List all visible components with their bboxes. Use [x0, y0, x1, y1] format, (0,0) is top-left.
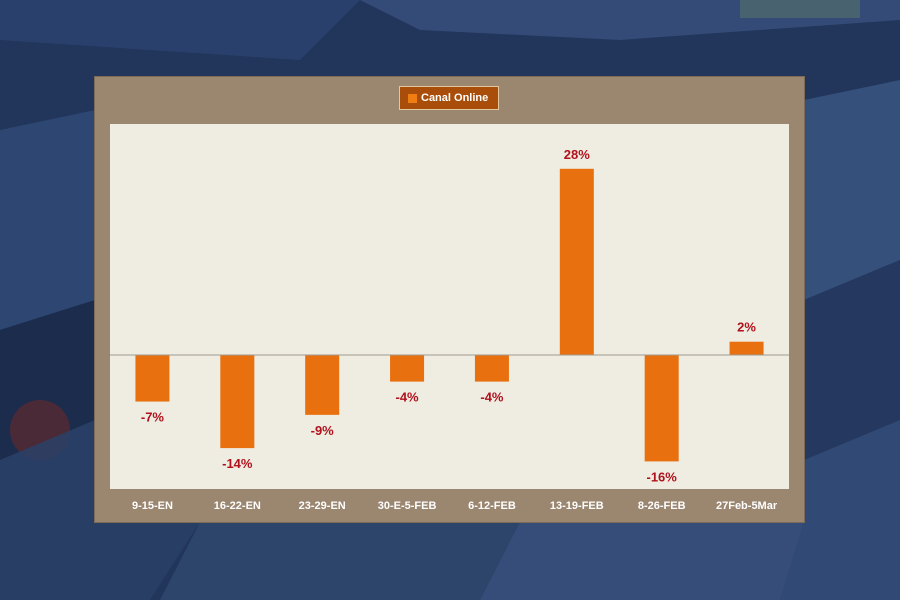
bar-30-e-5-feb — [390, 355, 425, 382]
bar-8-26-feb — [644, 355, 679, 462]
plot-area — [110, 124, 789, 489]
bar-27feb-5mar — [729, 341, 764, 355]
bar-9-15-en — [135, 355, 170, 402]
data-label: 2% — [737, 320, 756, 335]
x-tick-label: 13-19-FEB — [550, 500, 604, 512]
data-label: -16% — [647, 469, 678, 484]
x-tick-label: 23-29-EN — [299, 500, 346, 512]
data-label: 28% — [564, 147, 590, 162]
data-label: -4% — [480, 390, 504, 405]
bar-13-19-feb — [559, 168, 594, 355]
data-label: -4% — [396, 390, 420, 405]
bar-16-22-en — [220, 355, 255, 449]
data-label: -9% — [311, 423, 335, 438]
legend-label-canal-online: Canal Online — [421, 92, 489, 104]
x-tick-label: 9-15-EN — [132, 500, 173, 512]
legend: Canal Online — [399, 86, 500, 110]
legend-swatch — [408, 93, 417, 103]
x-tick-label: 30-E-5-FEB — [378, 500, 437, 512]
x-tick-label: 27Feb-5Mar — [716, 500, 778, 512]
data-label: -7% — [141, 410, 165, 425]
x-tick-label: 16-22-EN — [214, 500, 261, 512]
x-tick-label: 6-12-FEB — [468, 500, 516, 512]
x-tick-label: 8-26-FEB — [638, 500, 686, 512]
chart-frame: -7% -14% -9% -4% -4% 28% -16% 2% 9-15-EN 16-22-E… — [95, 77, 804, 522]
bar-chart: -7% -14% -9% -4% -4% 28% -16% 2% 9-15-EN 16-22-E… — [110, 124, 789, 512]
bar-23-29-en — [305, 355, 340, 415]
bar-6-12-feb — [474, 355, 509, 382]
data-label: -14% — [222, 456, 253, 471]
